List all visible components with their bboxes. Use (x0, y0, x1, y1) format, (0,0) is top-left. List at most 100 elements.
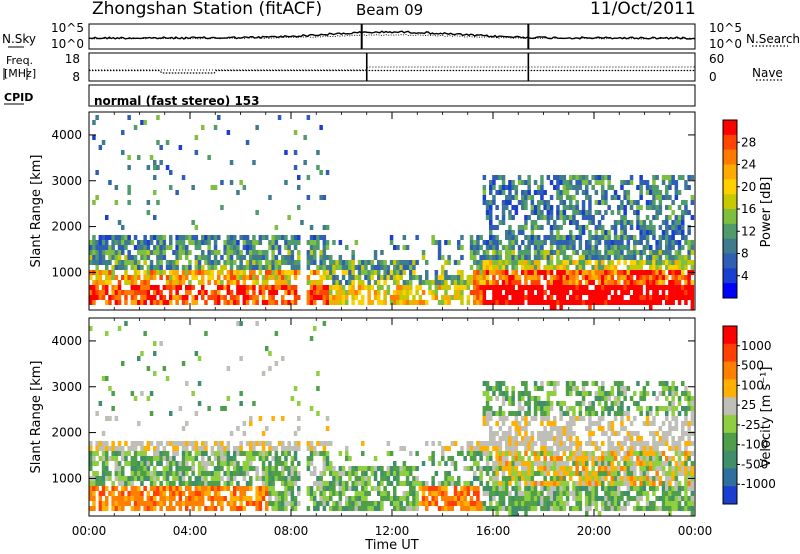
range-time-cell (514, 416, 519, 421)
range-time-cell (277, 265, 282, 270)
range-time-cell (207, 155, 211, 160)
range-time-cell (565, 235, 570, 240)
range-time-cell (130, 471, 135, 476)
range-time-cell (293, 295, 298, 300)
range-time-cell (290, 456, 295, 461)
range-time-cell (92, 451, 96, 456)
range-time-cell (194, 235, 199, 240)
range-time-cell (223, 481, 227, 486)
range-time-cell (671, 270, 675, 275)
range-time-cell (549, 431, 554, 436)
range-time-cell (201, 285, 205, 290)
range-time-cell (604, 451, 608, 456)
range-time-cell (661, 285, 666, 290)
range-time-cell (191, 461, 195, 466)
range-time-cell (453, 295, 458, 300)
range-time-cell (306, 280, 311, 285)
range-time-cell (492, 295, 496, 300)
range-time-cell (393, 300, 397, 305)
range-time-cell (476, 486, 480, 491)
range-time-cell (341, 486, 346, 491)
range-time-cell (530, 295, 535, 300)
range-time-cell (226, 255, 231, 260)
range-time-cell (620, 381, 624, 386)
range-time-cell (274, 501, 279, 506)
range-time-cell (421, 461, 426, 466)
range-time-cell (594, 471, 599, 476)
range-time-cell (101, 240, 106, 245)
range-time-cell (217, 260, 221, 265)
range-time-cell (658, 391, 663, 396)
range-time-cell (658, 406, 663, 411)
range-time-cell (245, 275, 250, 280)
range-time-cell (293, 506, 298, 511)
range-time-cell (607, 481, 611, 486)
range-time-cell (604, 501, 608, 506)
range-time-cell (514, 195, 519, 200)
range-time-cell (146, 255, 151, 260)
range-time-cell (597, 200, 602, 205)
range-time-cell (245, 290, 250, 295)
range-time-cell (316, 481, 320, 486)
range-time-cell (98, 235, 103, 240)
range-time-cell (687, 250, 691, 255)
range-time-cell (517, 426, 522, 431)
range-time-cell (437, 255, 442, 260)
range-time-cell (345, 280, 349, 285)
range-time-cell (169, 456, 173, 461)
range-time-cell (517, 431, 522, 436)
range-time-cell (578, 285, 583, 290)
range-time-cell (380, 265, 384, 270)
cpid-text: normal (fast stereo) 153 (94, 94, 260, 108)
range-time-cell (101, 250, 106, 255)
range-time-cell (485, 406, 490, 411)
range-time-cell (322, 446, 327, 451)
range-time-cell (476, 235, 480, 240)
range-time-cell (546, 235, 551, 240)
range-time-cell (623, 215, 627, 220)
range-time-cell (623, 230, 627, 235)
range-time-cell (415, 451, 419, 456)
range-time-cell (373, 476, 378, 481)
range-time-cell (546, 481, 551, 486)
range-time-cell (101, 476, 106, 481)
range-time-cell (649, 305, 653, 310)
range-time-cell (671, 491, 675, 496)
range-time-cell (575, 491, 579, 496)
range-time-cell (588, 486, 592, 491)
range-time-cell (431, 451, 435, 456)
range-time-cell (556, 451, 560, 456)
range-time-cell (540, 210, 544, 215)
range-time-cell (175, 285, 179, 290)
range-time-cell (188, 501, 192, 506)
range-time-cell (559, 240, 563, 245)
range-time-cell (207, 461, 211, 466)
range-time-cell (229, 461, 234, 466)
range-time-cell (485, 396, 490, 401)
range-time-cell (562, 300, 567, 305)
range-time-cell (649, 190, 653, 195)
range-time-cell (322, 290, 327, 295)
range-time-cell (137, 250, 141, 255)
range-time-cell (245, 295, 250, 300)
range-time-cell (546, 260, 551, 265)
range-time-cell (549, 245, 554, 250)
range-time-cell (293, 285, 298, 290)
range-time-cell (652, 270, 656, 275)
range-time-cell (204, 260, 208, 265)
range-time-cell (684, 476, 688, 481)
range-time-cell (501, 416, 506, 421)
range-time-cell (313, 270, 317, 275)
range-time-cell (290, 285, 295, 290)
range-time-cell (204, 476, 208, 481)
range-time-cell (581, 215, 586, 220)
range-time-cell (642, 491, 647, 496)
range-time-cell (159, 270, 163, 275)
range-time-cell (444, 471, 448, 476)
range-time-cell (549, 285, 554, 290)
range-time-cell (549, 491, 554, 496)
range-time-cell (156, 471, 160, 476)
range-time-cell (159, 235, 163, 240)
range-time-cell (297, 441, 301, 446)
range-time-cell (201, 466, 205, 471)
